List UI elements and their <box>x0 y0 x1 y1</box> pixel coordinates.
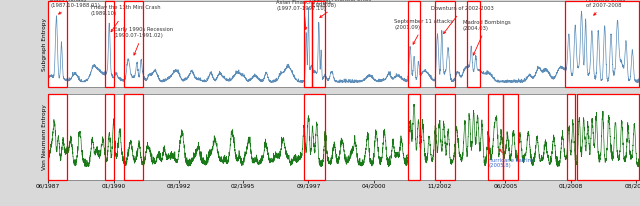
Text: Black Monday
(1987.10-1988.01): Black Monday (1987.10-1988.01) <box>50 0 100 14</box>
Text: Early 1990s Recession
(1990.07-1991.02): Early 1990s Recession (1990.07-1991.02) <box>113 27 173 55</box>
Y-axis label: Subgraph Entropy: Subgraph Entropy <box>42 18 47 71</box>
Text: Madrod Bombings
(2004.03): Madrod Bombings (2004.03) <box>463 20 511 55</box>
Text: Friday the 13th Mini Crash
(1989.10): Friday the 13th Mini Crash (1989.10) <box>91 5 160 32</box>
Text: Financial Crisis
of 2007-2008: Financial Crisis of 2007-2008 <box>586 0 625 15</box>
Bar <box>304 94 325 180</box>
Bar <box>488 94 503 180</box>
Bar <box>577 94 639 180</box>
Bar <box>408 94 420 180</box>
Bar <box>312 1 325 87</box>
Bar <box>566 94 575 180</box>
Bar <box>48 94 67 180</box>
Bar <box>435 1 454 87</box>
Y-axis label: Von Neumann Entropy: Von Neumann Entropy <box>42 104 47 170</box>
Bar <box>467 1 480 87</box>
Text: September 11 attacks
(2001.09): September 11 attacks (2001.09) <box>394 19 453 44</box>
Text: Downturn of 2002-2003: Downturn of 2002-2003 <box>431 6 494 34</box>
Bar <box>48 1 67 87</box>
Bar <box>564 1 639 87</box>
Bar <box>435 94 454 180</box>
Bar <box>408 1 420 87</box>
Bar <box>105 94 113 180</box>
Text: Asian Financial Crisis
(1997.07-1997.10): Asian Financial Crisis (1997.07-1997.10) <box>276 0 332 29</box>
Bar <box>304 1 312 87</box>
Bar <box>105 1 113 87</box>
Bar <box>124 1 143 87</box>
Text: Russian Financial Crisis
(1998.08): Russian Financial Crisis (1998.08) <box>310 0 372 18</box>
Bar <box>503 94 518 180</box>
Bar <box>124 94 143 180</box>
Text: Hurricane katrina
(2005.8): Hurricane katrina (2005.8) <box>488 149 534 169</box>
